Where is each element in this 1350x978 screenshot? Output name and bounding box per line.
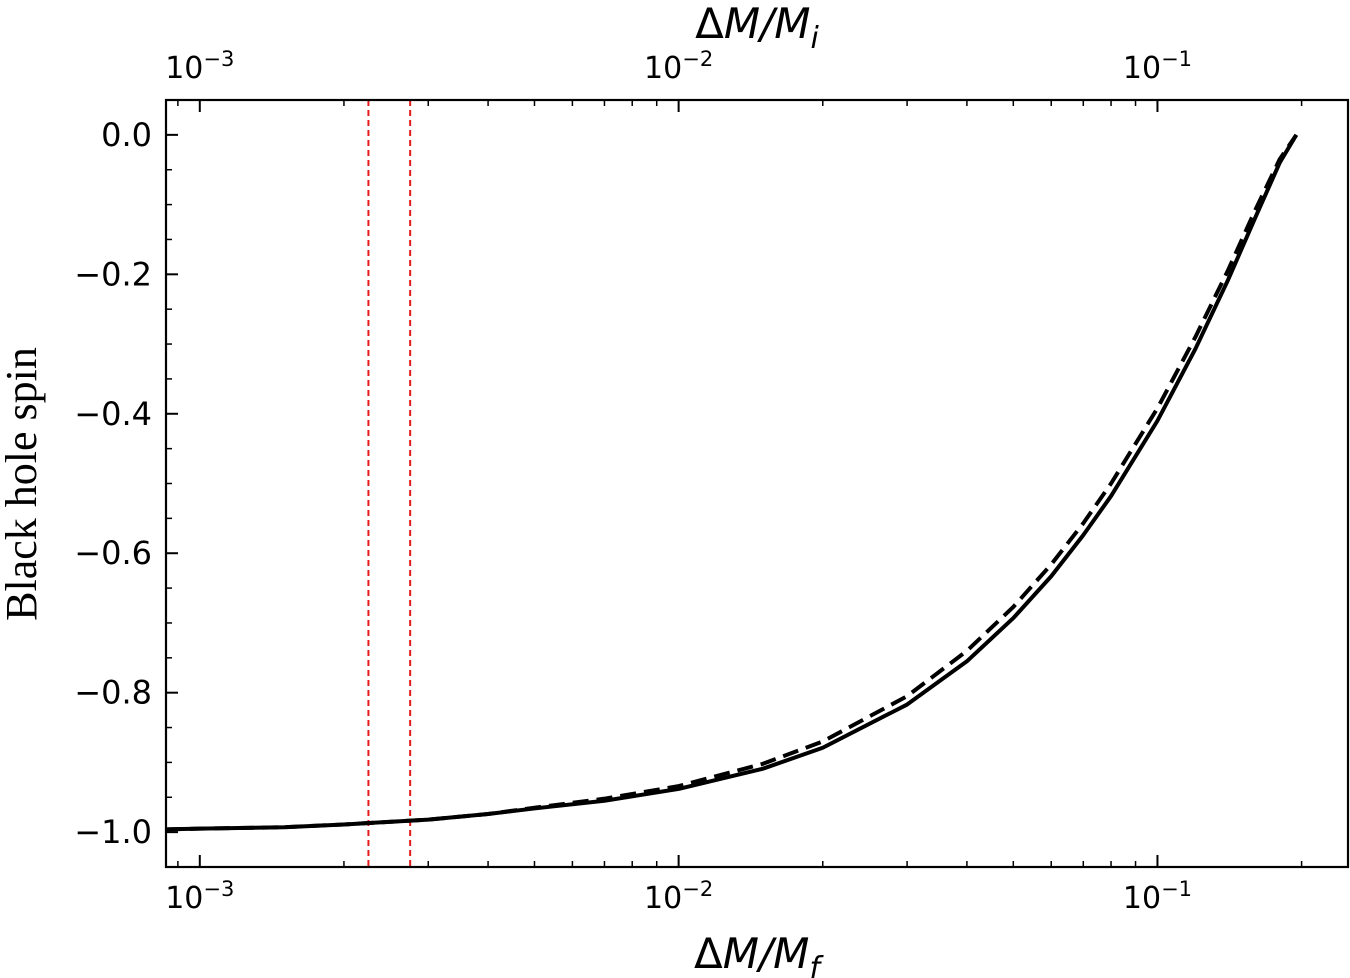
x-tick-label: 10−3 <box>165 877 234 916</box>
x-axis-label-bottom: ΔM/Mf <box>694 929 824 978</box>
x-tick-label: 10−2 <box>644 877 713 916</box>
x-top-tick-label: 10−2 <box>644 47 713 86</box>
x-top-tick-label: 10−3 <box>165 47 234 86</box>
y-tick-label: −0.2 <box>74 255 152 293</box>
labels: 10−3 10−3 10−2 10−2 10−1 10−1 0.0 −0.2 −0.4 −0.6 −… <box>0 0 1192 978</box>
series-group <box>166 133 1299 832</box>
y-tick-label: 0.0 <box>101 116 152 154</box>
plot-area <box>166 100 1348 867</box>
series-line-dashed <box>166 133 1298 832</box>
y-tick-label: −1.0 <box>74 813 152 851</box>
y-axis-label: Black hole spin <box>0 347 46 621</box>
plot-frame <box>164 98 1350 869</box>
y-tick-label: −0.4 <box>74 395 152 433</box>
y-tick-label: −0.8 <box>74 674 152 712</box>
series-line-solid <box>166 133 1299 832</box>
ticks <box>166 100 1159 867</box>
x-top-tick-label: 10−1 <box>1123 47 1192 86</box>
x-axis-label-top: ΔM/Mi <box>695 0 819 56</box>
y-tick-label: −0.6 <box>74 534 152 572</box>
reference-lines <box>367 100 412 867</box>
x-tick-label: 10−1 <box>1123 877 1192 916</box>
